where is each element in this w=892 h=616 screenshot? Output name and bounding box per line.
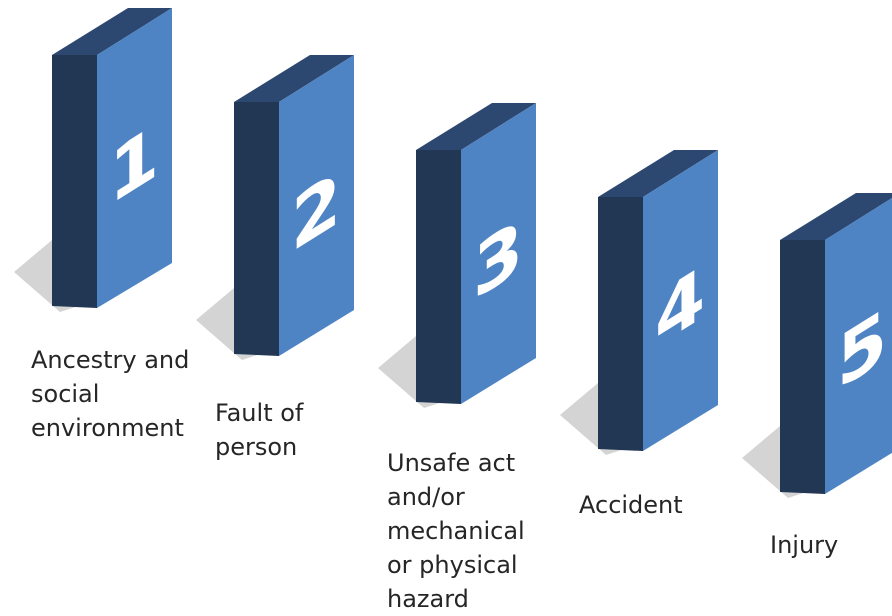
domino-1-label: Ancestry and social environment	[31, 346, 190, 442]
domino-1-side	[52, 55, 97, 308]
domino-5-front	[825, 198, 892, 494]
domino-3-side	[416, 150, 461, 404]
domino-2-top	[234, 55, 354, 102]
domino-1: 1	[14, 8, 172, 312]
domino-5: 5	[742, 193, 892, 498]
domino-2-side	[234, 102, 279, 356]
domino-4-front	[643, 150, 718, 451]
domino-5-top	[780, 193, 892, 240]
domino-1-top	[52, 8, 172, 55]
domino-3-label: Unsafe act and/or mechanical or physical…	[387, 449, 525, 613]
domino-2: 2	[196, 55, 354, 360]
domino-3-front	[461, 103, 536, 404]
domino-4-top	[598, 150, 718, 197]
domino-3-top	[416, 103, 536, 150]
domino-2-label: Fault of person	[215, 399, 304, 461]
domino-5-label: Injury	[770, 531, 839, 559]
domino-4-side	[598, 197, 643, 451]
domino-2-front	[279, 55, 354, 356]
domino-3: 3	[378, 103, 536, 408]
domino-4-label: Accident	[579, 491, 683, 519]
domino-5-side	[780, 240, 825, 494]
domino-4: 4	[560, 150, 718, 455]
domino-1-front	[97, 8, 172, 308]
